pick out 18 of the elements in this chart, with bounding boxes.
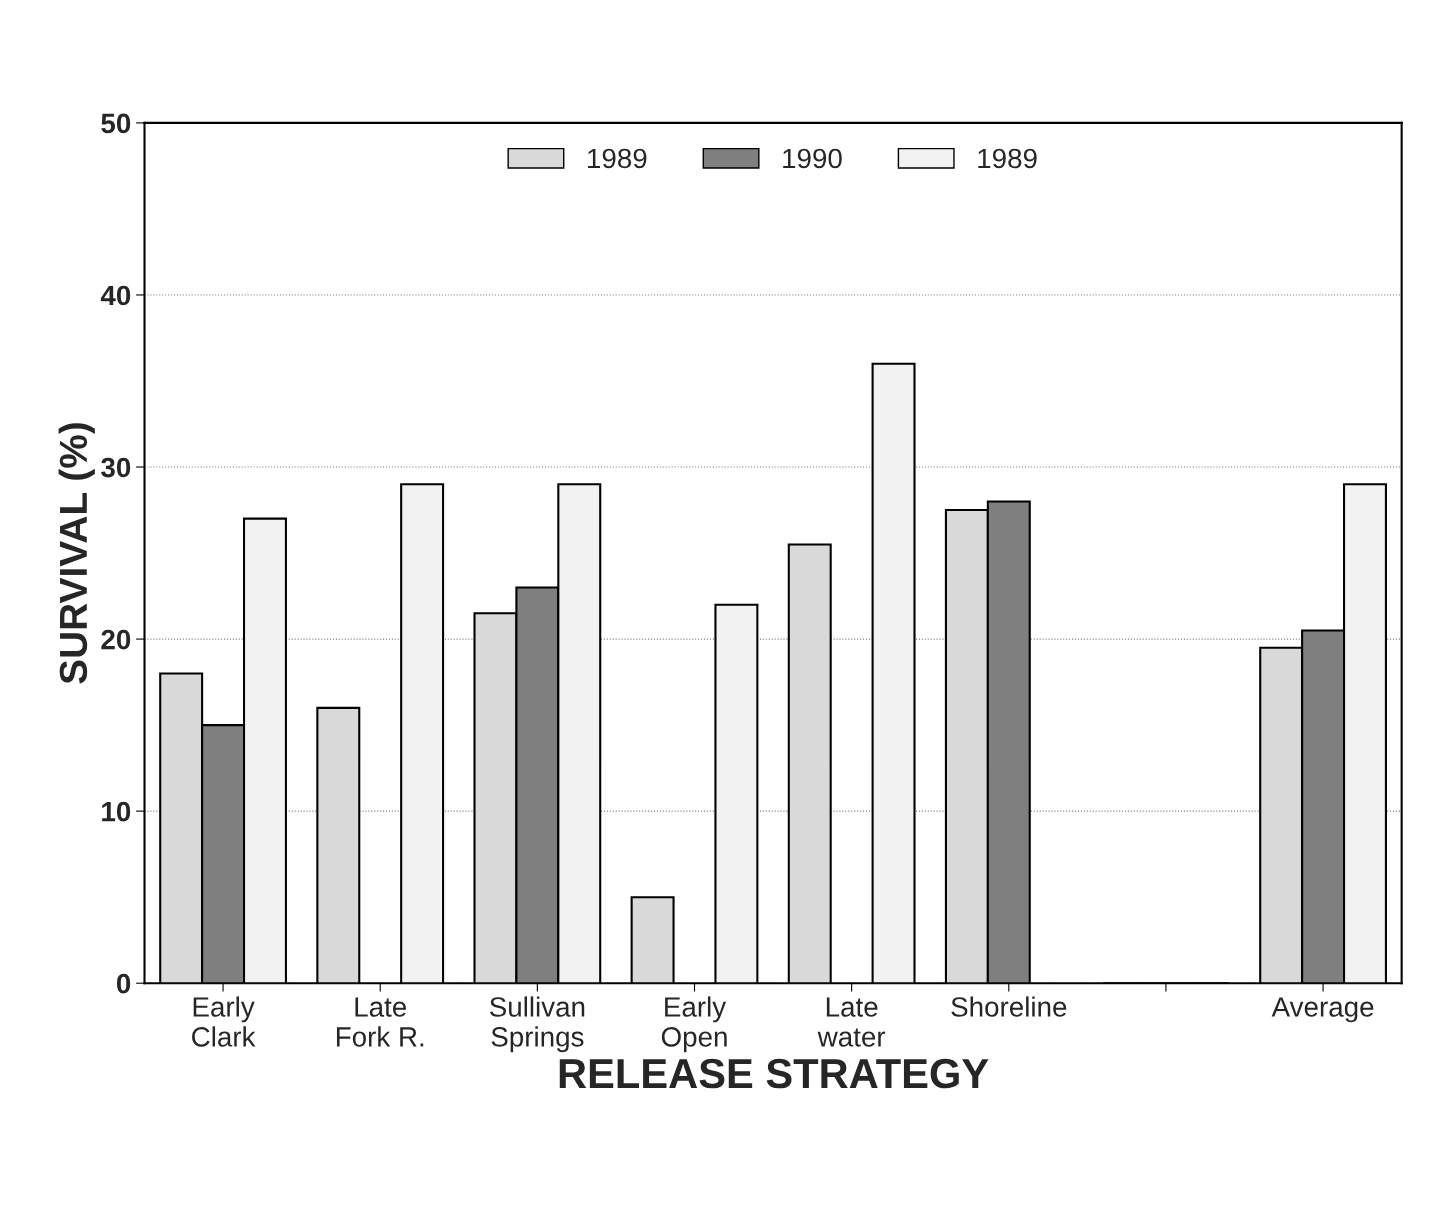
legend-label: 1990 xyxy=(783,148,842,169)
x-tick-label: Shoreline xyxy=(951,996,1067,1017)
x-tick-label: Late Fork R. xyxy=(336,997,424,1047)
x-tick-label: Average xyxy=(1271,997,1374,1023)
y-tick-label: 10 xyxy=(102,801,131,822)
x-tick-label: Late water xyxy=(817,997,886,1047)
x-tick-label: Sullivan Springs xyxy=(489,996,585,1053)
y-tick-label: 40 xyxy=(100,285,131,306)
x-axis-title: RELEASE STRATEGY xyxy=(559,1058,989,1089)
legend-label: 1989 xyxy=(588,148,647,169)
legend-label: 1989 xyxy=(978,148,1037,169)
y-tick-label: 50 xyxy=(101,113,131,134)
y-tick-label: 30 xyxy=(101,457,131,478)
y-tick-label: 0 xyxy=(116,973,131,994)
y-axis-title: SURVIVAL (%) xyxy=(58,423,95,684)
x-tick-label: Early Clark xyxy=(192,996,256,1047)
x-tick-label: Early Open xyxy=(661,996,727,1053)
y-tick-label: 20 xyxy=(101,629,131,650)
